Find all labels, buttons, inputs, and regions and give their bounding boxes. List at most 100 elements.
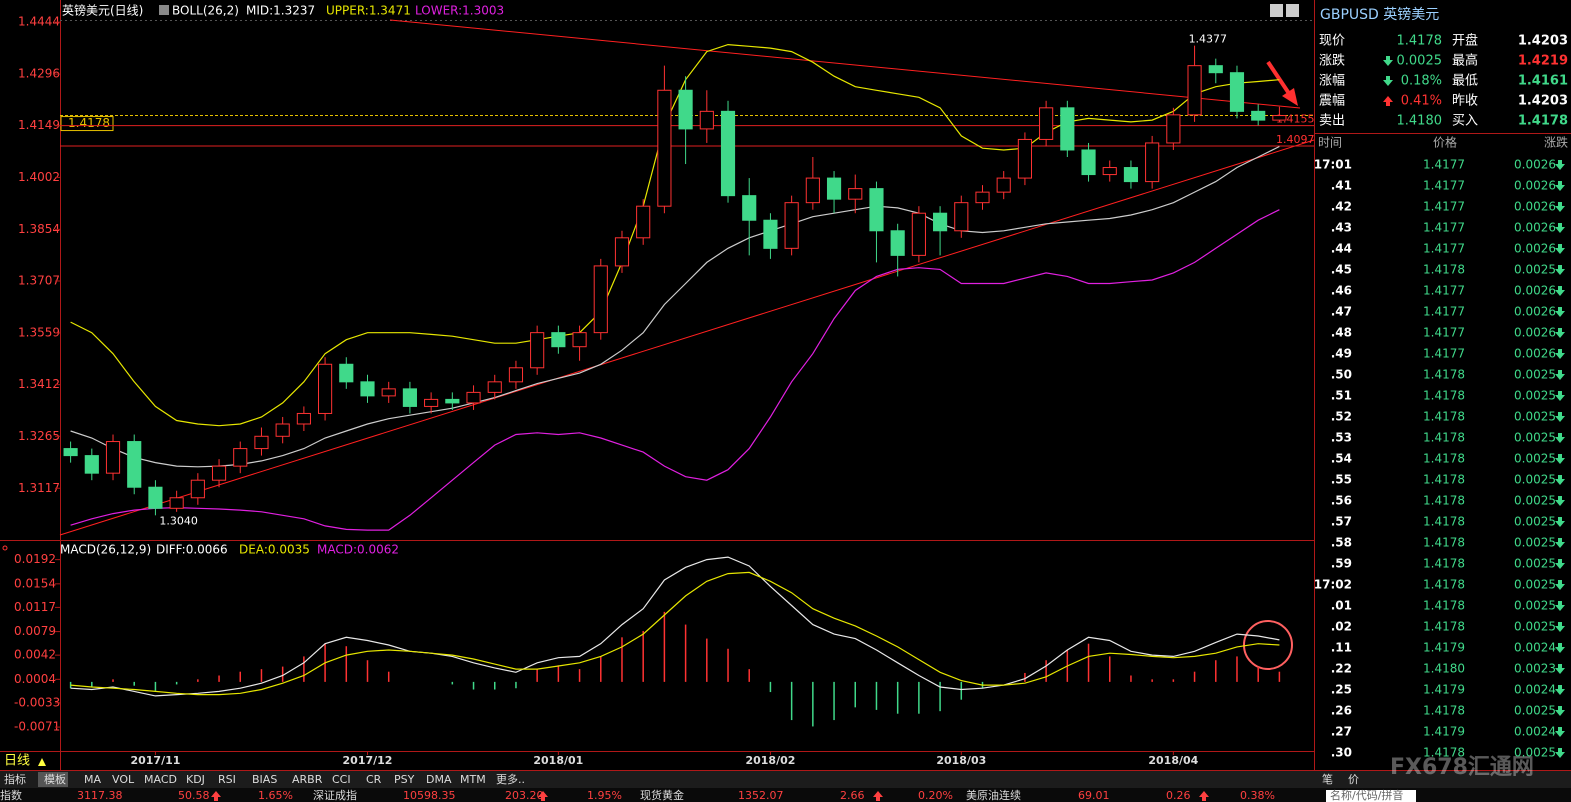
search-placeholder[interactable]: 名称/代码/拼音	[1330, 788, 1403, 802]
boll-upper: UPPER:1.3471	[326, 4, 411, 18]
tick-change: 0.0025	[1514, 263, 1556, 277]
quote-title: GBPUSD 英镑美元	[1320, 6, 1439, 23]
y-tick-label: 1.3265	[18, 429, 60, 443]
tick-change: 0.0025	[1514, 515, 1556, 529]
quote-value: 0.0025	[1397, 54, 1443, 69]
trend-arrow-icon	[1555, 748, 1565, 758]
trend-arrow-head	[1282, 88, 1298, 106]
y-tick-label: 1.3707	[18, 274, 60, 288]
boll-lower-line	[70, 209, 1280, 531]
tick-change: 0.0025	[1514, 704, 1556, 718]
toolbar-tab[interactable]: 更多..	[496, 772, 525, 786]
y-tick-label: 0.0192	[14, 552, 56, 566]
candle-body	[1229, 72, 1245, 112]
tick-change: 0.0025	[1514, 473, 1556, 487]
toolbar-tab[interactable]: 价	[1348, 773, 1359, 786]
quote-label: 买入	[1452, 114, 1478, 129]
toolbar-tab[interactable]: CR	[366, 773, 382, 786]
tick-price: 1.4180	[1423, 662, 1465, 676]
trend-arrow-icon	[1555, 370, 1565, 380]
tick-time: .26	[1331, 704, 1352, 718]
tick-price: 1.4177	[1423, 179, 1465, 193]
toolbar-tab[interactable]: 笔	[1322, 772, 1333, 786]
quote-value: 1.4180	[1397, 114, 1443, 129]
tick-time: .52	[1331, 410, 1352, 424]
candle-body	[190, 479, 205, 499]
indicator-name: BOLL(26,2)	[172, 4, 239, 18]
tick-price: 1.4179	[1423, 725, 1465, 739]
restore-button[interactable]	[1270, 4, 1283, 17]
candle-body	[1166, 114, 1181, 144]
trend-arrow-icon	[1555, 412, 1565, 422]
candle-body	[933, 212, 948, 232]
y-tick-label: -0.0033	[14, 695, 60, 709]
window-buttons[interactable]	[1270, 4, 1299, 17]
y-tick-label: 1.3854	[18, 222, 60, 236]
candle-body	[614, 237, 630, 267]
trend-arrow-icon	[1555, 223, 1565, 233]
quote-value: 1.4203	[1518, 34, 1568, 49]
tick-time: .25	[1331, 683, 1352, 697]
tick-price: 1.4178	[1423, 536, 1465, 550]
trend-arrow-icon	[538, 791, 548, 801]
period-label[interactable]: 日线	[4, 754, 30, 769]
maximize-button[interactable]	[1286, 4, 1299, 17]
quote-label: 开盘	[1452, 33, 1478, 49]
candle-body	[1145, 142, 1160, 183]
toolbar-tab[interactable]: MA	[84, 773, 101, 786]
candle-body	[784, 202, 799, 249]
quote-value: 1.4178	[1397, 34, 1443, 49]
status-value: 3117.38	[77, 789, 123, 802]
tick-price: 1.4178	[1423, 620, 1465, 634]
trend-arrow-icon	[1555, 454, 1565, 464]
candle-body	[127, 441, 142, 488]
toolbar-tab[interactable]: CCI	[332, 773, 351, 786]
candle-body	[636, 205, 651, 239]
toolbar-tab[interactable]: PSY	[394, 773, 415, 786]
quote-value: 1.4161	[1518, 74, 1568, 89]
toolbar-tab[interactable]: RSI	[218, 773, 236, 786]
status-name: 现货黄金	[640, 788, 684, 802]
watermark: FX678汇通网	[1390, 755, 1534, 780]
toolbar-tab[interactable]: BIAS	[252, 773, 277, 786]
candle-body	[1060, 107, 1075, 151]
candle-body	[63, 448, 78, 457]
tick-time: .41	[1331, 179, 1352, 193]
toolbar-tab[interactable]: KDJ	[186, 773, 205, 786]
tick-price: 1.4179	[1423, 683, 1465, 697]
tick-time: .55	[1331, 473, 1352, 487]
y-tick-label: 0.0117	[14, 600, 56, 614]
tick-time: .46	[1331, 284, 1352, 298]
toolbar-tab[interactable]: VOL	[112, 773, 135, 786]
low-label: 1.3040	[159, 514, 198, 527]
toolbar-tab[interactable]: DMA	[426, 773, 452, 786]
tick-change: 0.0026	[1514, 284, 1556, 298]
statusbar	[0, 788, 1571, 802]
toolbar	[0, 771, 1571, 788]
y-tick-label: 0.0004	[14, 672, 56, 686]
toolbar-tab[interactable]: MTM	[460, 773, 486, 786]
tick-time: .49	[1331, 347, 1352, 361]
tick-price: 1.4177	[1423, 347, 1465, 361]
quote-header	[1315, 0, 1571, 28]
tick-change: 0.0025	[1514, 452, 1556, 466]
quote-label: 最高	[1452, 53, 1478, 69]
search-box[interactable]	[1326, 790, 1416, 802]
quote-label: 涨幅	[1319, 74, 1345, 89]
candle-body	[572, 332, 587, 348]
tick-price: 1.4178	[1423, 410, 1465, 424]
toolbar-tab[interactable]: MACD	[144, 773, 177, 786]
tick-change: 0.0026	[1514, 179, 1556, 193]
candle-body	[869, 188, 884, 232]
candle-body	[254, 435, 269, 450]
trend-arrow-icon	[1555, 328, 1565, 338]
x-tick-label: 2018/02	[745, 754, 795, 767]
trend-arrow-icon	[1555, 538, 1565, 548]
period-caret	[38, 758, 46, 766]
tick-price: 1.4178	[1423, 431, 1465, 445]
toolbar-tab[interactable]: 模板	[44, 772, 66, 786]
toolbar-tab[interactable]: ARBR	[292, 773, 323, 786]
toolbar-tab[interactable]: 指标	[4, 772, 26, 786]
tick-time: .59	[1331, 557, 1352, 571]
